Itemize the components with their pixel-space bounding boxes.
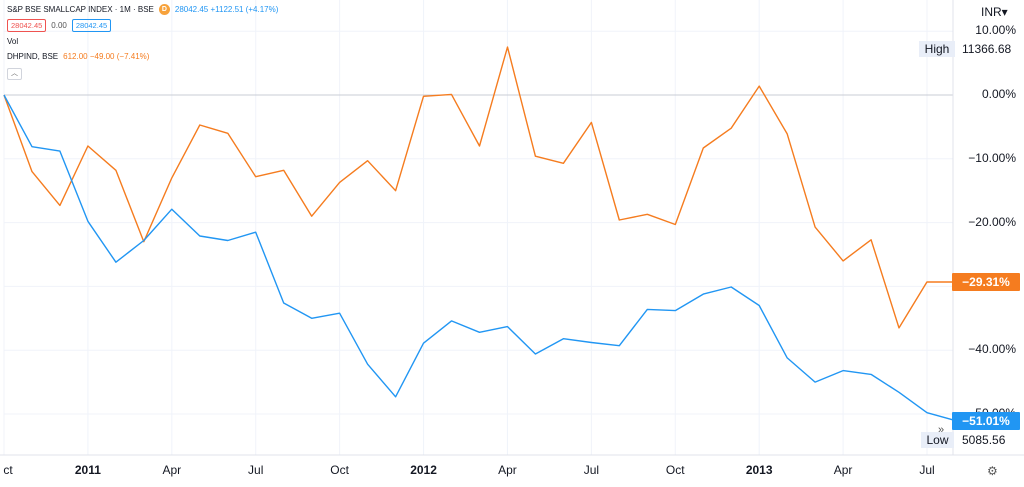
x-tick-label: Apr: [833, 463, 853, 477]
ask-box[interactable]: 28042.45: [71, 19, 112, 32]
symbol-last-value: 28042.45 +1122.51 (+4.17%): [174, 5, 279, 14]
smallcap-series-line: [3, 94, 956, 422]
y-tick-label: −20.00%: [968, 214, 1016, 229]
x-tick-label: Jul: [919, 463, 935, 477]
x-tick-label: Jul: [248, 463, 264, 477]
x-tick-label: Jul: [583, 463, 600, 477]
y-tick-label: 10.00%: [975, 23, 1016, 38]
symbol-title: S&P BSE SMALLCAP INDEX · 1M · BSE: [7, 5, 154, 14]
x-tick-label: 2012: [410, 463, 437, 477]
currency-label: INR: [981, 5, 1002, 19]
x-tick-label: Oct: [330, 463, 349, 477]
dhpind-current-badge: −29.31%: [952, 273, 1020, 291]
y-tick-label: 0.00%: [981, 87, 1016, 101]
dhpind-series-line: [3, 46, 956, 329]
bid-box[interactable]: 28042.45: [7, 19, 47, 32]
x-tick-label: 2013: [745, 463, 773, 477]
x-tick-label: 2011: [74, 463, 101, 477]
smallcap-current-badge: −51.01%: [952, 412, 1020, 430]
low-value: 5085.56: [962, 433, 1006, 447]
collapse-legend-icon[interactable]: ︿: [7, 68, 22, 80]
currency-selector[interactable]: INR▾: [981, 5, 1008, 19]
high-label: High: [919, 41, 955, 57]
x-tick-label: Oct: [665, 463, 685, 477]
y-tick-label: −40.00%: [968, 342, 1016, 357]
y-tick-label: −10.00%: [968, 150, 1016, 165]
x-tick-label: Apr: [498, 463, 517, 477]
volume-label: Vol: [7, 37, 19, 46]
quote-row: 28042.45 0.00 28042.45: [7, 19, 112, 32]
chevron-down-icon: ▾: [1001, 5, 1008, 19]
volume-legend[interactable]: Vol: [7, 37, 18, 46]
compare-legend[interactable]: DHPIND, BSE 612.00 −49.00 (−7.41%): [7, 52, 149, 61]
x-tick-label: Apr: [162, 463, 182, 477]
spread-value: 0.00: [51, 21, 67, 30]
data-badge-icon: D: [158, 4, 170, 15]
gear-icon[interactable]: ⚙: [987, 464, 998, 478]
compare-symbol: DHPIND, BSE: [7, 52, 59, 61]
compare-value: 612.00 −49.00 (−7.41%): [63, 52, 150, 61]
scroll-to-end-icon[interactable]: »: [938, 424, 945, 436]
legend-main[interactable]: S&P BSE SMALLCAP INDEX · 1M · BSE D 2804…: [7, 4, 278, 15]
low-label: Low: [921, 432, 954, 448]
x-tick-label: ct: [3, 463, 13, 477]
high-value: 11366.68: [962, 42, 1012, 56]
